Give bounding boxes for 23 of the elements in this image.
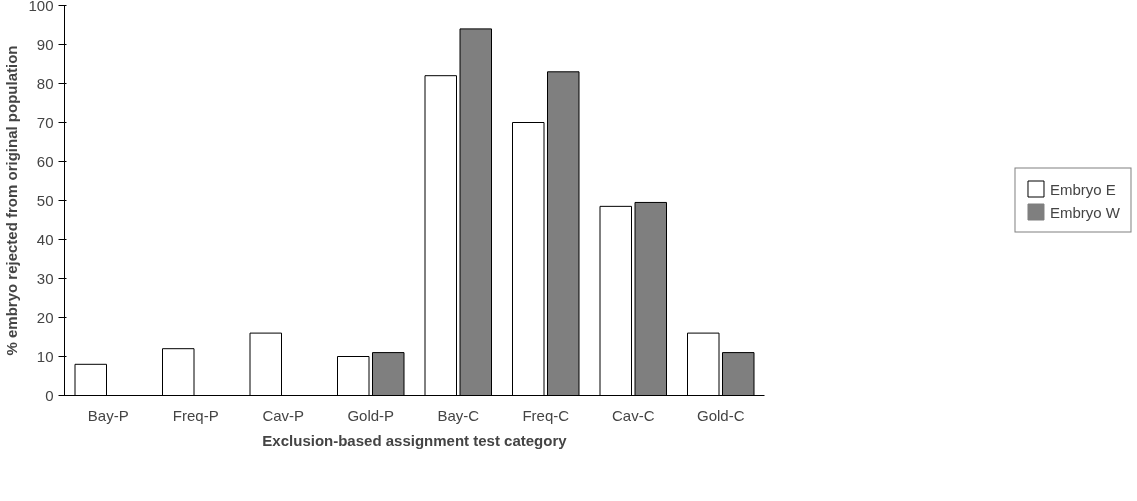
legend-label: Embryo W [1049, 203, 1121, 220]
x-tick-label: Bay-P [87, 406, 129, 424]
legend-label: Embryo E [1049, 180, 1116, 197]
y-tick-label: 50 [36, 191, 54, 209]
y-tick-label: 40 [36, 230, 54, 248]
x-axis-title: Exclusion-based assignment test category [262, 431, 568, 449]
y-tick-label: 90 [36, 35, 54, 53]
x-tick-label: Bay-C [437, 406, 480, 424]
x-tick-label: Cav-P [262, 406, 305, 424]
y-tick-label: 10 [36, 347, 54, 365]
x-tick-label: Cav-C [612, 406, 655, 424]
y-tick-label: 100 [28, 0, 54, 14]
y-tick-label: 30 [36, 269, 54, 287]
y-tick-label: 80 [36, 74, 54, 92]
y-tick-label: 70 [36, 113, 54, 131]
x-tick-label: Gold-C [696, 406, 745, 424]
y-axis-title: % embryo rejected from original population [3, 45, 21, 356]
y-tick-label: 60 [36, 152, 54, 170]
y-tick-label: 0 [45, 386, 54, 404]
x-tick-label: Freq-C [522, 406, 570, 424]
y-tick-label: 20 [36, 308, 54, 326]
x-tick-label: Gold-P [347, 406, 395, 424]
x-tick-label: Freq-P [172, 406, 219, 424]
